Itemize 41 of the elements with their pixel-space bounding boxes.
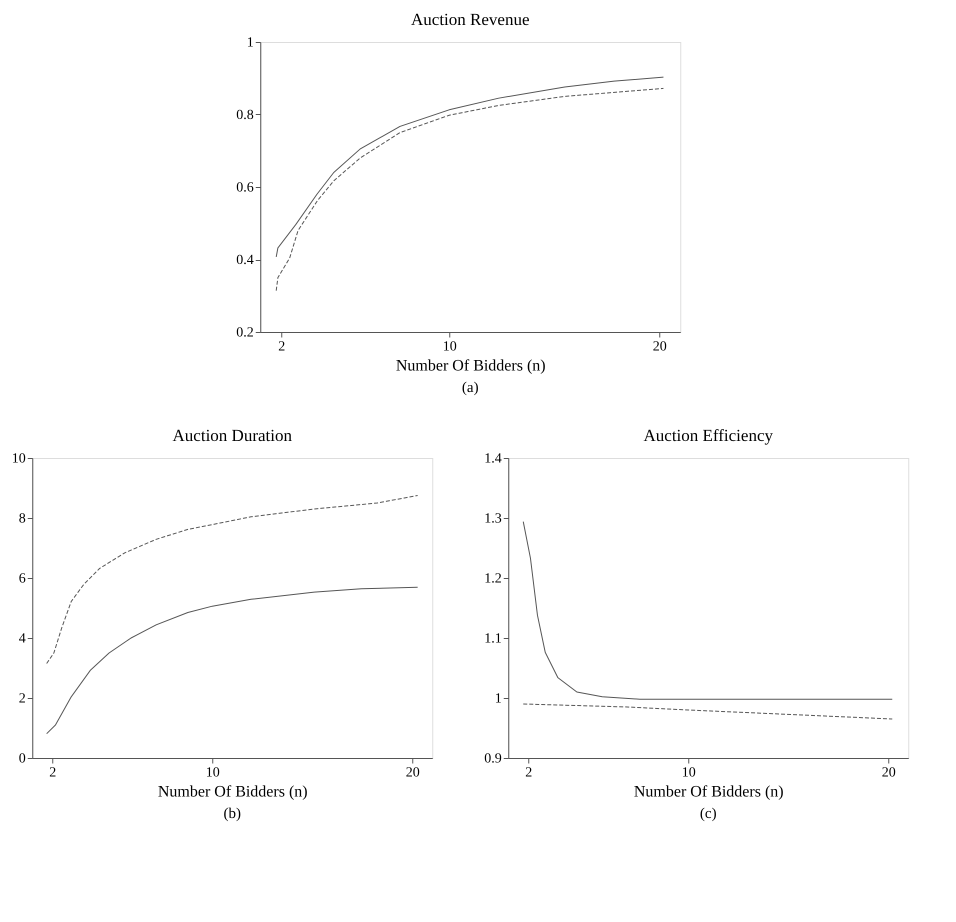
x-axis-title: Number Of Bidders (n)	[634, 784, 784, 800]
y-tick-label: 0.8	[236, 108, 254, 123]
y-tick-label: 0.4	[236, 253, 254, 268]
line-series	[522, 521, 893, 700]
y-tick-label: 0.6	[236, 180, 254, 196]
line-series	[46, 495, 418, 664]
chart-title: Auction Revenue	[411, 10, 530, 29]
y-tick-label: 1.4	[484, 452, 502, 466]
x-tick-label: 2	[278, 340, 286, 354]
x-axis-title: Number Of Bidders (n)	[396, 358, 546, 374]
y-tick-label: 1.3	[484, 512, 502, 526]
x-tick-label: 10	[206, 766, 220, 780]
x-tick-label: 20	[652, 340, 667, 354]
y-tick-label: 2	[18, 692, 26, 706]
text: (a)	[462, 380, 479, 396]
x-tick-label: 10	[682, 766, 696, 780]
text: (b)	[224, 806, 241, 822]
y-tick-label: 6	[18, 572, 26, 586]
y-tick-label: 0.9	[484, 752, 502, 766]
y-tick-label: 1.1	[484, 632, 502, 646]
line-series	[276, 88, 664, 292]
y-tick-label: 0.2	[236, 326, 254, 340]
x-tick-label: 10	[442, 340, 457, 354]
y-tick-label: 1.2	[484, 572, 502, 586]
x-tick-label: 20	[406, 766, 420, 780]
y-tick-label: 1	[246, 36, 254, 50]
x-tick-label: 2	[525, 766, 532, 780]
y-tick-label: 10	[12, 452, 26, 466]
chart-title: Auction Duration	[172, 426, 292, 445]
x-tick-label: 2	[49, 766, 56, 780]
y-tick-label: 8	[18, 512, 26, 526]
chart-title: Auction Efficiency	[643, 426, 774, 445]
x-axis-title: Number Of Bidders (n)	[158, 784, 308, 800]
y-tick-label: 0	[18, 752, 26, 766]
line-series	[46, 586, 418, 734]
x-tick-label: 20	[882, 766, 896, 780]
line-series	[276, 76, 664, 258]
line-series	[522, 704, 893, 720]
text: (c)	[700, 806, 717, 822]
y-tick-label: 4	[18, 632, 26, 646]
y-tick-label: 1	[494, 692, 502, 706]
